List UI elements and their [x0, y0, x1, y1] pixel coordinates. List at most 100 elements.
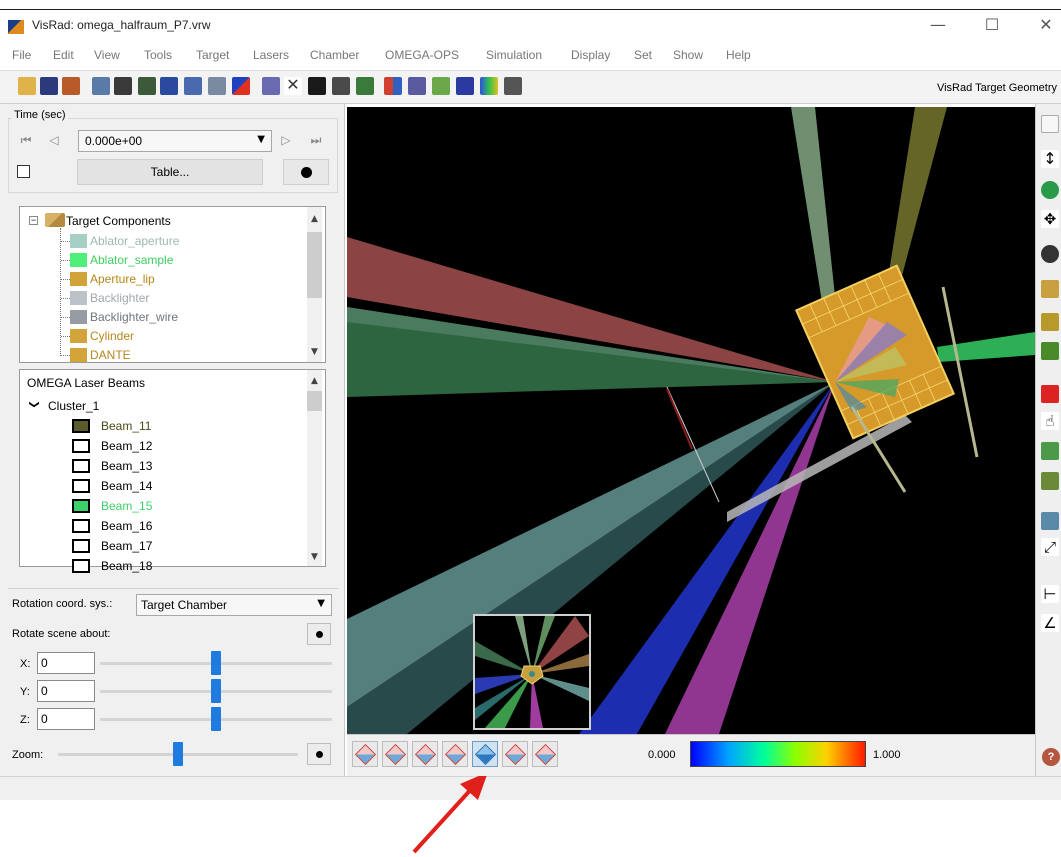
resize-icon[interactable]: ⤢: [1041, 538, 1059, 556]
rotate-icon[interactable]: [432, 77, 450, 95]
menu-edit[interactable]: Edit: [53, 48, 74, 62]
beam-checkbox[interactable]: [72, 559, 90, 573]
rotation-coord-select[interactable]: Target Chamber ▼: [136, 594, 332, 616]
y-input[interactable]: 0: [37, 680, 95, 702]
table-icon[interactable]: [114, 77, 132, 95]
chamber-icon[interactable]: [160, 77, 178, 95]
probe-icon[interactable]: [1041, 442, 1059, 460]
collapse-icon[interactable]: −: [29, 215, 38, 225]
beam-checkbox[interactable]: [72, 419, 90, 433]
component-color-swatch[interactable]: [70, 348, 87, 362]
rotate-scene-icon[interactable]: [1041, 181, 1059, 199]
menu-file[interactable]: File: [12, 48, 32, 62]
first-frame-icon[interactable]: ⏮: [20, 133, 32, 147]
x-input[interactable]: 0: [37, 652, 95, 674]
view-front-button[interactable]: [352, 741, 378, 767]
beam-item[interactable]: Beam_12: [101, 439, 153, 453]
move-vertical-icon[interactable]: ↕: [1041, 150, 1059, 168]
beam-item[interactable]: Beam_13: [101, 459, 153, 473]
z-input[interactable]: 0: [37, 708, 95, 730]
label-tool-icon[interactable]: [1041, 512, 1059, 530]
view-iso-button[interactable]: [502, 741, 528, 767]
y-slider-handle[interactable]: [211, 679, 221, 703]
delete-icon[interactable]: ✕: [284, 77, 302, 95]
z-slider-handle[interactable]: [211, 707, 221, 731]
mesh-icon[interactable]: [408, 77, 426, 95]
laser-tool-icon[interactable]: [1041, 385, 1059, 403]
scroll-down-icon[interactable]: ▼: [311, 347, 318, 357]
menu-view[interactable]: View: [94, 48, 120, 62]
component-item[interactable]: Ablator_aperture: [90, 234, 180, 248]
component-item[interactable]: Backlighter_wire: [90, 310, 179, 324]
colorbar-icon[interactable]: [480, 77, 498, 95]
menu-target[interactable]: Target: [196, 48, 230, 62]
component-color-swatch[interactable]: [70, 253, 87, 267]
angle-icon[interactable]: ∠: [1041, 614, 1059, 632]
view-top-button[interactable]: [382, 741, 408, 767]
record-button[interactable]: [283, 159, 329, 185]
open-file-icon[interactable]: [18, 77, 36, 95]
target-icon[interactable]: [138, 77, 156, 95]
beam-checkbox[interactable]: [72, 459, 90, 473]
menu-lasers[interactable]: Lasers: [253, 48, 290, 62]
expand-icon[interactable]: ❯: [28, 400, 40, 409]
menu-set[interactable]: Set: [634, 48, 653, 62]
scroll-down-icon[interactable]: ▼: [311, 552, 318, 562]
time-checkbox[interactable]: [17, 165, 30, 178]
book-icon[interactable]: [332, 77, 350, 95]
window-icon[interactable]: [456, 77, 474, 95]
axes-icon[interactable]: [384, 77, 402, 95]
inset-view[interactable]: [473, 614, 591, 730]
menu-show[interactable]: Show: [673, 48, 704, 62]
component-item[interactable]: Cylinder: [90, 329, 135, 343]
lasers-icon[interactable]: [184, 77, 202, 95]
save-as-icon[interactable]: [62, 77, 80, 95]
view-bottom-button[interactable]: [532, 741, 558, 767]
pointer-icon[interactable]: [1041, 115, 1059, 133]
beams-scrollbar[interactable]: [307, 370, 322, 566]
menu-chamber[interactable]: Chamber: [310, 48, 360, 62]
scroll-up-icon[interactable]: ▲: [311, 214, 318, 224]
beam-item[interactable]: Beam_16: [101, 519, 153, 533]
component-color-swatch[interactable]: [70, 234, 87, 248]
list-icon[interactable]: [92, 77, 110, 95]
next-frame-icon[interactable]: ▷: [281, 133, 291, 147]
scroll-up-icon[interactable]: ▲: [311, 376, 318, 386]
view-icon[interactable]: [1041, 245, 1059, 263]
component-item[interactable]: Aperture_lip: [90, 272, 155, 286]
beam-item[interactable]: Beam_11: [101, 419, 152, 433]
measure-icon[interactable]: ⊢: [1041, 585, 1059, 603]
view-side-button[interactable]: [412, 741, 438, 767]
zoom-slider-handle[interactable]: [173, 742, 183, 766]
component-color-swatch[interactable]: [70, 329, 87, 343]
surface-icon[interactable]: [1041, 472, 1059, 490]
menu-simulation[interactable]: Simulation: [486, 48, 543, 62]
tools-icon[interactable]: [504, 77, 522, 95]
menu-display[interactable]: Display: [571, 48, 611, 62]
beam-checkbox[interactable]: [72, 499, 90, 513]
menu-help[interactable]: Help: [726, 48, 751, 62]
last-frame-icon[interactable]: ⏭: [310, 133, 322, 147]
beam-item[interactable]: Beam_15: [101, 499, 153, 513]
beam-checkbox[interactable]: [72, 439, 90, 453]
rotate-reset-button[interactable]: [307, 623, 331, 645]
menu-omega-ops[interactable]: OMEGA-OPS: [385, 48, 460, 62]
component-item[interactable]: Ablator_sample: [90, 253, 174, 267]
save-icon[interactable]: [40, 77, 58, 95]
view-back-button[interactable]: [442, 741, 468, 767]
export-icon[interactable]: [262, 77, 280, 95]
target-tool-icon[interactable]: [1041, 280, 1059, 298]
beams-scroll-thumb[interactable]: [307, 391, 322, 411]
plot-icon[interactable]: [232, 77, 250, 95]
component-color-swatch[interactable]: [70, 310, 87, 324]
component-color-swatch[interactable]: [70, 272, 87, 286]
3d-viewport[interactable]: [347, 107, 1035, 734]
beam-item[interactable]: Beam_18: [101, 559, 153, 573]
tree-scroll-thumb[interactable]: [307, 232, 322, 298]
component-tool-icon[interactable]: [1041, 313, 1059, 331]
hand-icon[interactable]: ☝: [1041, 412, 1059, 430]
cluster-label[interactable]: Cluster_1: [48, 399, 100, 413]
component-item[interactable]: DANTE: [90, 348, 131, 362]
component-color-swatch[interactable]: [70, 291, 87, 305]
beam-checkbox[interactable]: [72, 539, 90, 553]
